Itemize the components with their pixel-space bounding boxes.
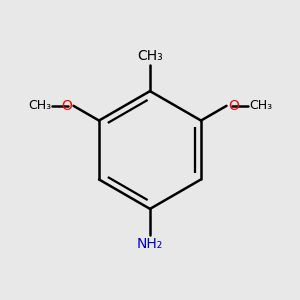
Text: CH₃: CH₃: [28, 99, 51, 112]
Text: CH₃: CH₃: [249, 99, 272, 112]
Text: O: O: [61, 99, 72, 113]
Text: NH₂: NH₂: [137, 237, 163, 251]
Text: CH₃: CH₃: [137, 49, 163, 63]
Text: O: O: [228, 99, 239, 113]
